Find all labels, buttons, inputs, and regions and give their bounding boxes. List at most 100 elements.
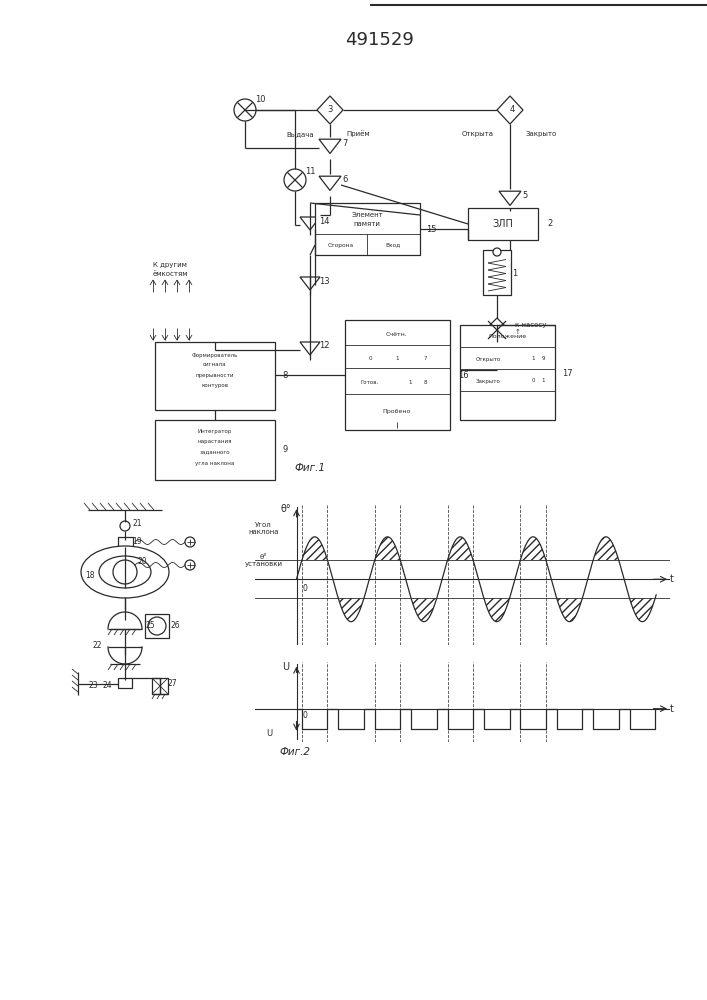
Text: угла наклона: угла наклона <box>195 460 235 466</box>
Text: сигнала: сигнала <box>203 362 227 367</box>
Text: 26: 26 <box>170 621 180 631</box>
Bar <box>155 342 275 410</box>
Bar <box>118 537 133 547</box>
Text: 18: 18 <box>86 570 95 580</box>
Text: К другим: К другим <box>153 262 187 268</box>
Text: Открыто: Открыто <box>475 357 501 361</box>
Text: нарастания: нарастания <box>198 440 233 444</box>
Text: ёмкостям: ёмкостям <box>152 271 188 277</box>
Text: 1: 1 <box>513 268 518 277</box>
Text: 3: 3 <box>327 105 333 114</box>
Text: 15: 15 <box>426 225 436 233</box>
Circle shape <box>185 537 195 547</box>
Text: 4: 4 <box>509 105 515 114</box>
Text: 1: 1 <box>395 356 399 360</box>
Text: 13: 13 <box>319 276 329 286</box>
Text: U: U <box>266 729 272 738</box>
Bar <box>483 250 511 295</box>
Text: 1: 1 <box>531 357 534 361</box>
Text: θ°: θ° <box>280 504 291 514</box>
Text: U: U <box>282 662 289 672</box>
Text: 1: 1 <box>542 378 545 383</box>
Text: Открыта: Открыта <box>462 131 494 137</box>
Text: 2: 2 <box>547 220 553 229</box>
Text: 21: 21 <box>132 518 141 528</box>
Text: 10: 10 <box>255 96 265 104</box>
Text: ↑: ↑ <box>515 329 521 335</box>
Text: Приём: Приём <box>346 131 370 137</box>
Text: 0: 0 <box>302 584 307 593</box>
Text: Выдача: Выдача <box>286 131 314 137</box>
Text: 5: 5 <box>522 190 527 200</box>
Bar <box>145 614 169 638</box>
Text: 25: 25 <box>145 621 155 631</box>
Text: 7: 7 <box>342 138 348 147</box>
Text: 17: 17 <box>561 368 572 377</box>
Text: 1: 1 <box>408 379 411 384</box>
Text: t: t <box>670 704 674 714</box>
Text: 19: 19 <box>132 538 142 546</box>
Polygon shape <box>319 139 341 153</box>
Text: t: t <box>670 574 674 584</box>
Circle shape <box>234 99 256 121</box>
Text: 491529: 491529 <box>346 31 414 49</box>
Bar <box>468 208 538 240</box>
Circle shape <box>113 560 137 584</box>
Circle shape <box>120 521 130 531</box>
Circle shape <box>284 169 306 191</box>
Polygon shape <box>319 176 341 190</box>
Polygon shape <box>485 318 509 342</box>
Text: Вход: Вход <box>385 242 401 247</box>
Text: 0: 0 <box>531 378 534 383</box>
Bar <box>118 678 132 688</box>
Bar <box>315 203 420 255</box>
Text: 23: 23 <box>88 680 98 690</box>
Polygon shape <box>300 277 320 290</box>
Bar <box>460 325 555 420</box>
Text: Сторона: Сторона <box>328 242 354 247</box>
Text: Пробено: Пробено <box>382 410 411 414</box>
Text: Формирователь: Формирователь <box>192 353 238 358</box>
Text: 8: 8 <box>423 379 427 384</box>
Polygon shape <box>317 96 343 124</box>
Text: 9: 9 <box>282 446 288 454</box>
Bar <box>152 678 168 694</box>
Bar <box>155 420 275 480</box>
Polygon shape <box>497 96 523 124</box>
Text: 0: 0 <box>302 711 307 720</box>
Text: прерывности: прерывности <box>196 372 234 377</box>
Text: Готов.: Готов. <box>361 379 379 384</box>
Text: заданного: заданного <box>199 450 230 454</box>
Text: 22: 22 <box>92 641 102 650</box>
Ellipse shape <box>99 556 151 588</box>
Polygon shape <box>300 342 320 355</box>
Text: 6: 6 <box>342 176 348 184</box>
Text: Фиг.2: Фиг.2 <box>279 747 310 757</box>
Text: Элемент: Элемент <box>351 212 383 218</box>
Text: 16: 16 <box>457 370 468 379</box>
Text: к насосу: к насосу <box>515 322 547 328</box>
Text: Интегратор: Интегратор <box>198 430 232 434</box>
Text: Закрыто: Закрыто <box>526 131 557 137</box>
Text: 7: 7 <box>423 356 427 360</box>
Text: 27: 27 <box>167 680 177 688</box>
Bar <box>345 320 450 430</box>
Circle shape <box>148 617 166 635</box>
Polygon shape <box>499 191 521 206</box>
Text: 0: 0 <box>368 356 372 360</box>
Text: 11: 11 <box>305 167 315 176</box>
Text: 9: 9 <box>542 357 545 361</box>
Text: 8: 8 <box>282 371 288 380</box>
Text: Фиг.1: Фиг.1 <box>295 463 325 473</box>
Text: Счётн.: Счётн. <box>386 332 408 338</box>
Text: Положение: Положение <box>488 334 526 340</box>
Ellipse shape <box>81 546 169 598</box>
Text: 12: 12 <box>319 342 329 351</box>
Text: 24: 24 <box>103 680 112 690</box>
Polygon shape <box>300 217 320 230</box>
Text: ЗЛП: ЗЛП <box>493 219 513 229</box>
Circle shape <box>185 560 195 570</box>
Text: Угол
наклона: Угол наклона <box>248 522 279 535</box>
Text: Закрыто: Закрыто <box>476 378 501 383</box>
Text: памяти: памяти <box>354 221 380 227</box>
